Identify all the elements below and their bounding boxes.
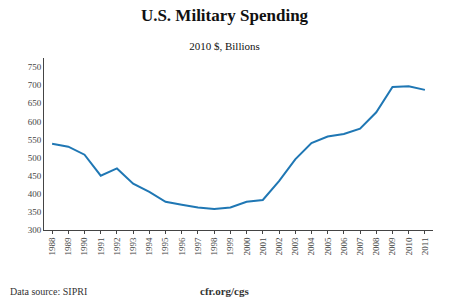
svg-text:650: 650 xyxy=(28,98,42,108)
svg-text:550: 550 xyxy=(28,135,42,145)
svg-text:1995: 1995 xyxy=(160,237,170,256)
svg-text:2002: 2002 xyxy=(274,238,284,256)
svg-text:700: 700 xyxy=(28,80,42,90)
svg-text:400: 400 xyxy=(28,189,42,199)
svg-text:2009: 2009 xyxy=(387,237,397,256)
svg-text:1993: 1993 xyxy=(128,237,138,256)
svg-text:Data source: SIPRI: Data source: SIPRI xyxy=(10,286,87,297)
svg-text:750: 750 xyxy=(28,62,42,72)
svg-text:1998: 1998 xyxy=(209,237,219,256)
svg-text:2010 $, Billions: 2010 $, Billions xyxy=(189,40,260,52)
svg-text:1997: 1997 xyxy=(193,237,203,256)
svg-text:300: 300 xyxy=(28,225,42,235)
svg-text:2006: 2006 xyxy=(339,237,349,256)
svg-text:1989: 1989 xyxy=(63,237,73,256)
svg-text:2007: 2007 xyxy=(355,237,365,256)
svg-text:2010: 2010 xyxy=(404,237,414,256)
svg-text:1999: 1999 xyxy=(225,237,235,256)
svg-text:500: 500 xyxy=(28,153,42,163)
svg-text:cfr.org/cgs: cfr.org/cgs xyxy=(200,285,249,297)
svg-text:1992: 1992 xyxy=(112,238,122,256)
svg-text:600: 600 xyxy=(28,117,42,127)
svg-text:2003: 2003 xyxy=(290,237,300,256)
svg-text:2008: 2008 xyxy=(371,237,381,256)
svg-text:2000: 2000 xyxy=(242,237,252,256)
svg-text:1996: 1996 xyxy=(177,237,187,256)
svg-text:2004: 2004 xyxy=(306,237,316,256)
svg-text:1990: 1990 xyxy=(79,237,89,256)
svg-text:2001: 2001 xyxy=(258,238,268,256)
svg-text:350: 350 xyxy=(28,207,42,217)
svg-text:1988: 1988 xyxy=(47,237,57,256)
svg-text:2011: 2011 xyxy=(420,238,430,256)
svg-text:450: 450 xyxy=(28,171,42,181)
svg-text:1991: 1991 xyxy=(96,238,106,256)
svg-text:1994: 1994 xyxy=(144,237,154,256)
svg-text:2005: 2005 xyxy=(323,237,333,256)
svg-text:U.S. Military Spending: U.S. Military Spending xyxy=(141,6,309,25)
